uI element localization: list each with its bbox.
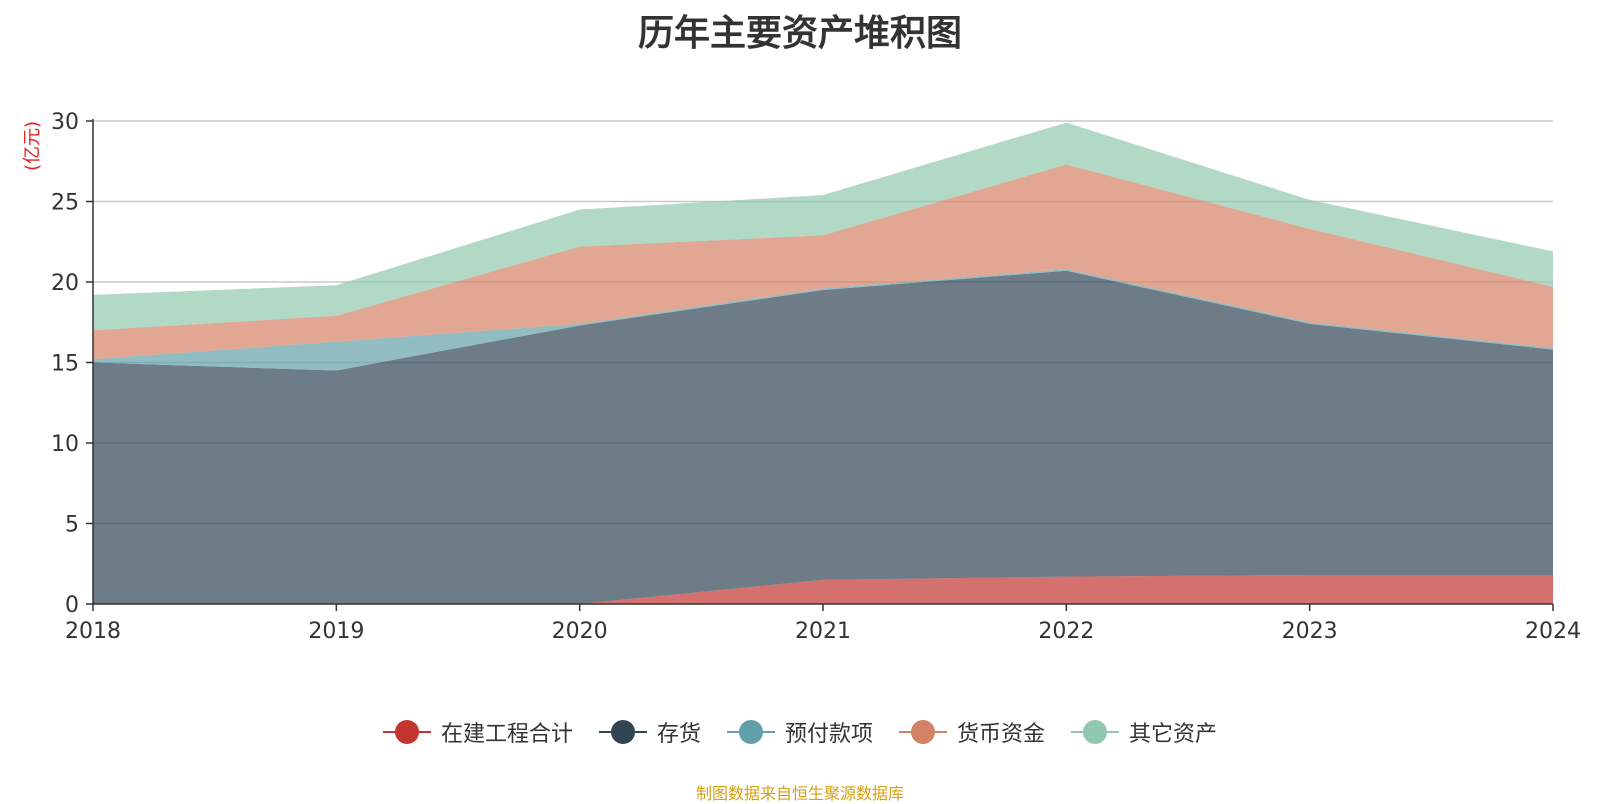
area-存货 — [93, 270, 1553, 604]
x-tick-label: 2020 — [552, 619, 608, 644]
y-tick-label: 10 — [51, 432, 79, 457]
legend-label: 其它资产 — [1129, 722, 1218, 747]
legend-marker-icon — [899, 720, 947, 744]
x-tick-label: 2019 — [308, 619, 364, 644]
legend-label: 在建工程合计 — [440, 722, 573, 747]
legend-marker-icon — [598, 720, 647, 744]
legend-item[interactable]: 预付款项 — [726, 716, 873, 748]
y-tick-label: 25 — [51, 191, 79, 216]
area-在建工程合计 — [93, 575, 1553, 604]
legend-label: 货币资金 — [957, 722, 1046, 747]
area-预付款项 — [93, 269, 1553, 371]
x-tick-label: 2024 — [1525, 619, 1581, 644]
legend-item[interactable]: 其它资产 — [1071, 716, 1217, 748]
x-tick-label: 2022 — [1038, 619, 1094, 644]
legend-marker-icon — [382, 720, 431, 744]
legend-marker-icon — [726, 720, 775, 744]
legend-item[interactable]: 在建工程合计 — [382, 716, 573, 748]
y-tick-label: 0 — [65, 593, 79, 618]
y-tick-label: 30 — [51, 110, 79, 135]
x-tick-label: 2021 — [795, 619, 851, 644]
legend-label: 预付款项 — [784, 722, 873, 747]
legend-item[interactable]: 货币资金 — [899, 716, 1045, 748]
x-tick-label: 2018 — [65, 619, 121, 644]
legend-marker-icon — [1071, 720, 1120, 744]
chart-title: 历年主要资产堆积图 — [637, 13, 962, 54]
y-tick-label: 15 — [51, 352, 79, 377]
legend-label: 存货 — [656, 722, 701, 747]
y-tick-label: 5 — [65, 513, 79, 538]
chart-legend: 在建工程合计 存货 预付款项 货币资金 其它资产 — [0, 716, 1600, 748]
area-货币资金 — [93, 164, 1553, 360]
y-axis-unit-label: (亿元) — [22, 121, 43, 171]
x-tick-label: 2023 — [1282, 619, 1338, 644]
source-footer: 制图数据来自恒生聚源数据库 — [695, 784, 904, 803]
area-其它资产 — [93, 122, 1553, 331]
y-tick-label: 20 — [51, 271, 79, 296]
legend-item[interactable]: 存货 — [598, 716, 701, 748]
